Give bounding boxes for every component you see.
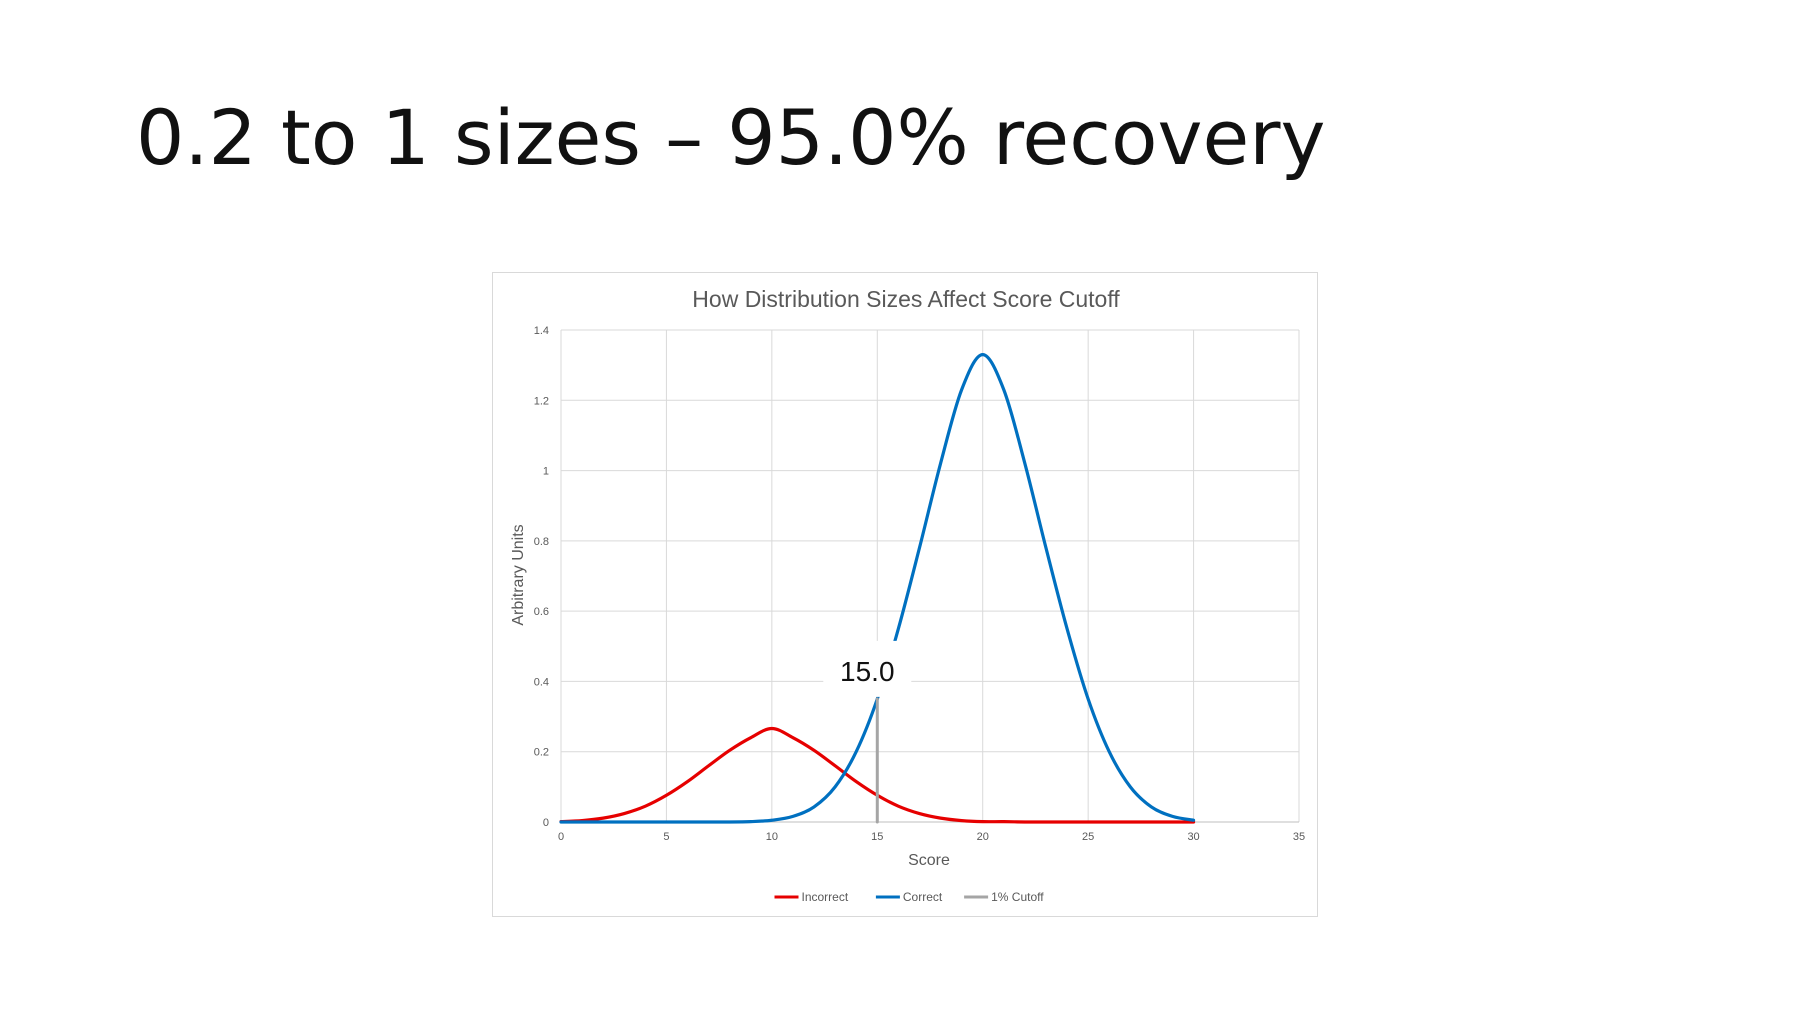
axis-layer: 0 5 10 15 20 25 30 35 0 0.2 0.4 0.6 0.8 1 1.2 1.4 xyxy=(534,325,1305,843)
series-layer xyxy=(559,353,1196,824)
x-axis-title: Score xyxy=(908,852,950,869)
chart-frame: How Distribution Sizes Affect Score Cuto… xyxy=(492,272,1318,917)
y-tick-label: 0.8 xyxy=(534,536,549,548)
x-tick-label: 30 xyxy=(1187,831,1199,843)
chart-svg: How Distribution Sizes Affect Score Cuto… xyxy=(510,286,1305,904)
x-tick-label: 5 xyxy=(663,831,669,843)
y-tick-label: 1.2 xyxy=(534,395,549,407)
y-axis-title: Arbitrary Units xyxy=(510,524,527,625)
y-tick-label: 0.4 xyxy=(534,676,549,688)
annotation-layer: 15.0 xyxy=(823,640,912,697)
legend-label-correct: Correct xyxy=(903,890,943,904)
callout-box xyxy=(823,640,912,697)
y-tick-label: 0.6 xyxy=(534,606,549,618)
series-line-correct xyxy=(559,353,1196,824)
y-tick-label: 1 xyxy=(543,466,549,478)
y-tick-label: 1.4 xyxy=(534,325,549,337)
y-tick-label: 0 xyxy=(543,817,549,829)
slide-title: 0.2 to 1 sizes – 95.0% recovery xyxy=(136,93,1326,182)
legend-label-incorrect: Incorrect xyxy=(802,890,849,904)
x-tick-label: 15 xyxy=(871,831,883,843)
chart-title: How Distribution Sizes Affect Score Cuto… xyxy=(692,286,1120,312)
x-tick-label: 10 xyxy=(766,831,778,843)
x-tick-label: 25 xyxy=(1082,831,1094,843)
grid-layer xyxy=(560,329,1300,823)
x-tick-label: 0 xyxy=(558,831,564,843)
callout-label: 15.0 xyxy=(840,656,895,687)
legend-label-1-cutoff: 1% Cutoff xyxy=(991,890,1044,904)
x-tick-label: 35 xyxy=(1293,831,1305,843)
x-tick-label: 20 xyxy=(977,831,989,843)
y-tick-label: 0.2 xyxy=(534,747,549,759)
legend: Incorrect Correct 1% Cutoff xyxy=(774,890,1044,904)
